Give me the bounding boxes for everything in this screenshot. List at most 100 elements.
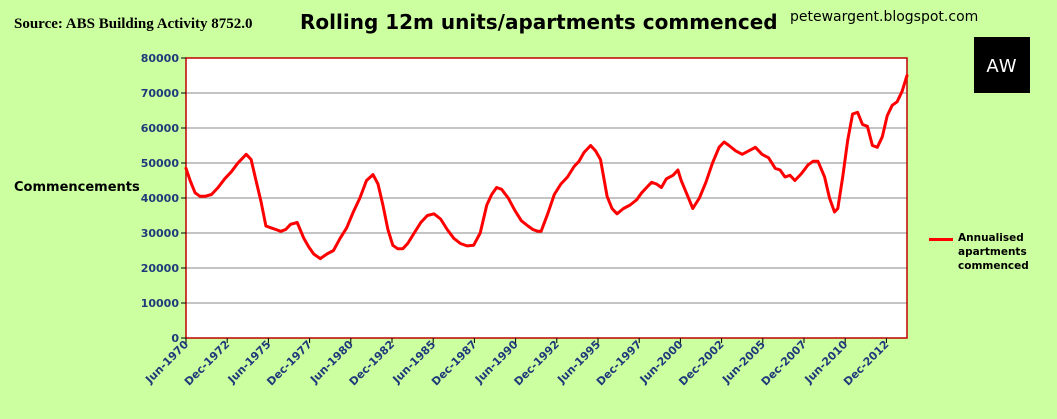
data-point [857, 111, 859, 113]
y-tick-label: 80000 [141, 52, 180, 65]
data-point [847, 139, 849, 141]
data-point [829, 197, 830, 199]
data-point [641, 192, 643, 194]
data-point [876, 146, 878, 148]
data-point [230, 171, 232, 173]
data-point [255, 180, 257, 181]
data-point [606, 195, 608, 197]
gridlines [185, 57, 908, 339]
data-point [537, 230, 539, 232]
data-point [296, 222, 298, 223]
data-point [466, 245, 468, 247]
data-point [459, 243, 461, 244]
data-point [185, 167, 187, 169]
data-point [735, 150, 737, 152]
data-point [407, 243, 409, 244]
data-point [623, 208, 624, 209]
data-point [754, 146, 756, 148]
legend-label: Annualised apartments commenced [958, 232, 1029, 272]
data-point [718, 146, 720, 148]
data-point [392, 244, 394, 246]
data-point [194, 192, 196, 194]
data-point [446, 229, 448, 230]
data-point [237, 162, 239, 164]
data-point [290, 223, 292, 225]
data-point [440, 218, 442, 220]
data-point [553, 194, 555, 195]
data-point [672, 174, 674, 176]
data-point [595, 150, 596, 152]
data-point [491, 194, 493, 195]
data-point [433, 213, 435, 215]
data-point [313, 253, 315, 255]
data-point [837, 208, 839, 209]
y-tick-label: 40000 [141, 192, 180, 205]
data-point [906, 75, 908, 76]
data-point [486, 204, 488, 206]
data-point [852, 113, 854, 115]
data-point [705, 181, 707, 183]
data-point [862, 124, 863, 125]
data-point [514, 209, 516, 211]
data-point [199, 195, 201, 197]
data-point [507, 197, 509, 199]
data-point [270, 227, 272, 229]
chart-title: Rolling 12m units/apartments commenced [300, 10, 778, 34]
data-point [723, 141, 725, 143]
data-point [496, 187, 498, 188]
series-layer [184, 74, 909, 261]
data-point [774, 167, 776, 169]
data-point [692, 208, 694, 209]
y-tick-label: 60000 [141, 122, 180, 135]
data-point [479, 232, 481, 234]
y-tick-label: 10000 [141, 297, 180, 310]
data-point [377, 183, 379, 185]
data-point [426, 215, 428, 216]
y-tick-label: 70000 [141, 87, 180, 100]
data-point [656, 183, 657, 185]
y-tick-label: 50000 [141, 157, 180, 170]
data-point [629, 204, 631, 206]
data-point [807, 164, 809, 166]
data-point [636, 199, 638, 201]
data-point [812, 160, 814, 162]
data-point [779, 169, 781, 171]
data-point [583, 152, 585, 153]
data-point [189, 180, 191, 181]
data-point [842, 176, 844, 178]
data-point [217, 187, 219, 188]
data-point [346, 227, 348, 229]
data-point [573, 166, 575, 167]
y-tick-label: 30000 [141, 227, 180, 240]
data-point [527, 225, 529, 227]
data-point [824, 176, 826, 178]
data-point [651, 181, 653, 183]
data-point [387, 229, 389, 230]
data-point [540, 230, 542, 232]
data-point [728, 145, 730, 146]
data-point [250, 159, 252, 160]
data-point [600, 159, 601, 160]
data-point [687, 195, 689, 197]
data-point [453, 237, 455, 239]
data-point [817, 160, 819, 162]
data-point [265, 225, 267, 227]
data-point [677, 169, 679, 171]
data-point [698, 197, 700, 199]
data-point [712, 162, 713, 164]
data-point [590, 145, 592, 146]
data-point [789, 174, 791, 176]
data-point [784, 176, 786, 178]
y-tick-label: 20000 [141, 262, 180, 275]
data-point [761, 153, 763, 155]
data-point [748, 150, 750, 152]
data-point [547, 213, 549, 215]
data-point [501, 188, 503, 190]
y-tick-label: 0 [171, 332, 179, 345]
data-point [680, 180, 682, 181]
data-point [834, 211, 835, 213]
data-point [280, 230, 282, 232]
data-point [896, 101, 898, 103]
x-axis-ticks: Jun-1970Dec-1972Jun-1975Dec-1977Jun-1980… [142, 338, 891, 389]
